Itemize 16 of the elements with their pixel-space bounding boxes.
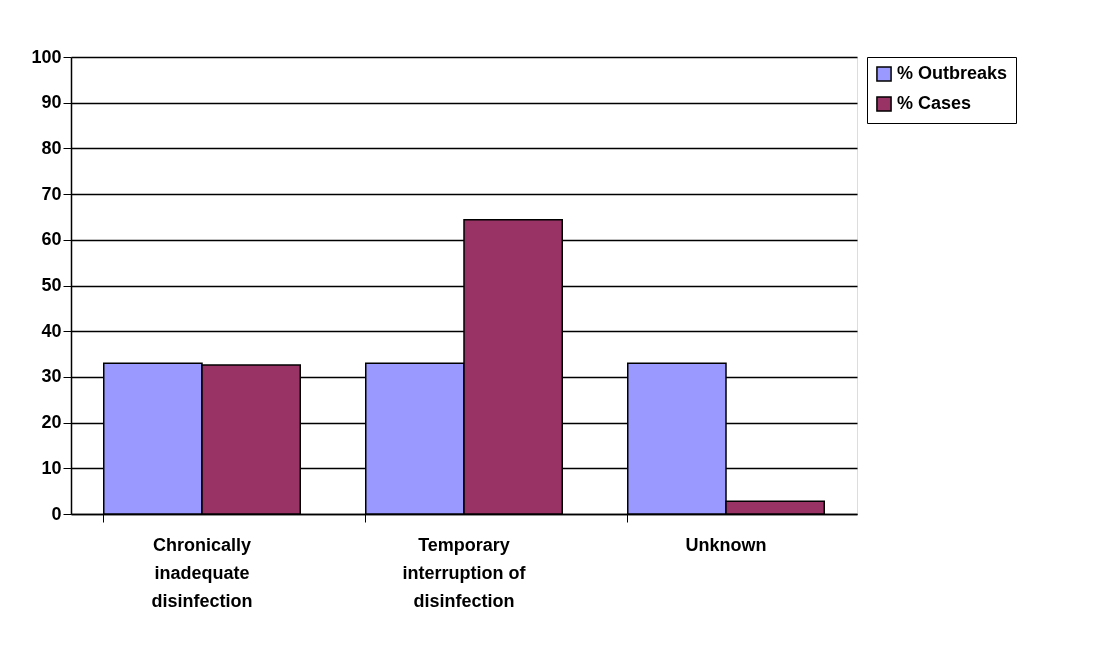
y-tick-label: 10 xyxy=(41,457,62,478)
y-tick-label: 30 xyxy=(41,366,62,387)
y-tick-label: 60 xyxy=(41,229,62,250)
x-tick-label: Chronically inadequate disinfection xyxy=(151,534,253,611)
legend-label: % Outbreaks xyxy=(897,63,1008,83)
y-tick-label: 70 xyxy=(41,183,62,204)
y-tick-label: 20 xyxy=(41,412,62,433)
legend-label: % Cases xyxy=(897,93,972,113)
y-tick-label: 100 xyxy=(31,46,62,67)
y-tick-label: 0 xyxy=(51,503,62,524)
x-tick-label: Unknown xyxy=(685,534,767,555)
y-tick-label: 50 xyxy=(41,275,62,295)
y-tick-label: 40 xyxy=(41,320,62,341)
y-tick-label: 80 xyxy=(41,137,62,158)
x-tick-label: Temporary interruption of disinfection xyxy=(402,534,527,611)
y-tick-label: 90 xyxy=(41,92,62,113)
